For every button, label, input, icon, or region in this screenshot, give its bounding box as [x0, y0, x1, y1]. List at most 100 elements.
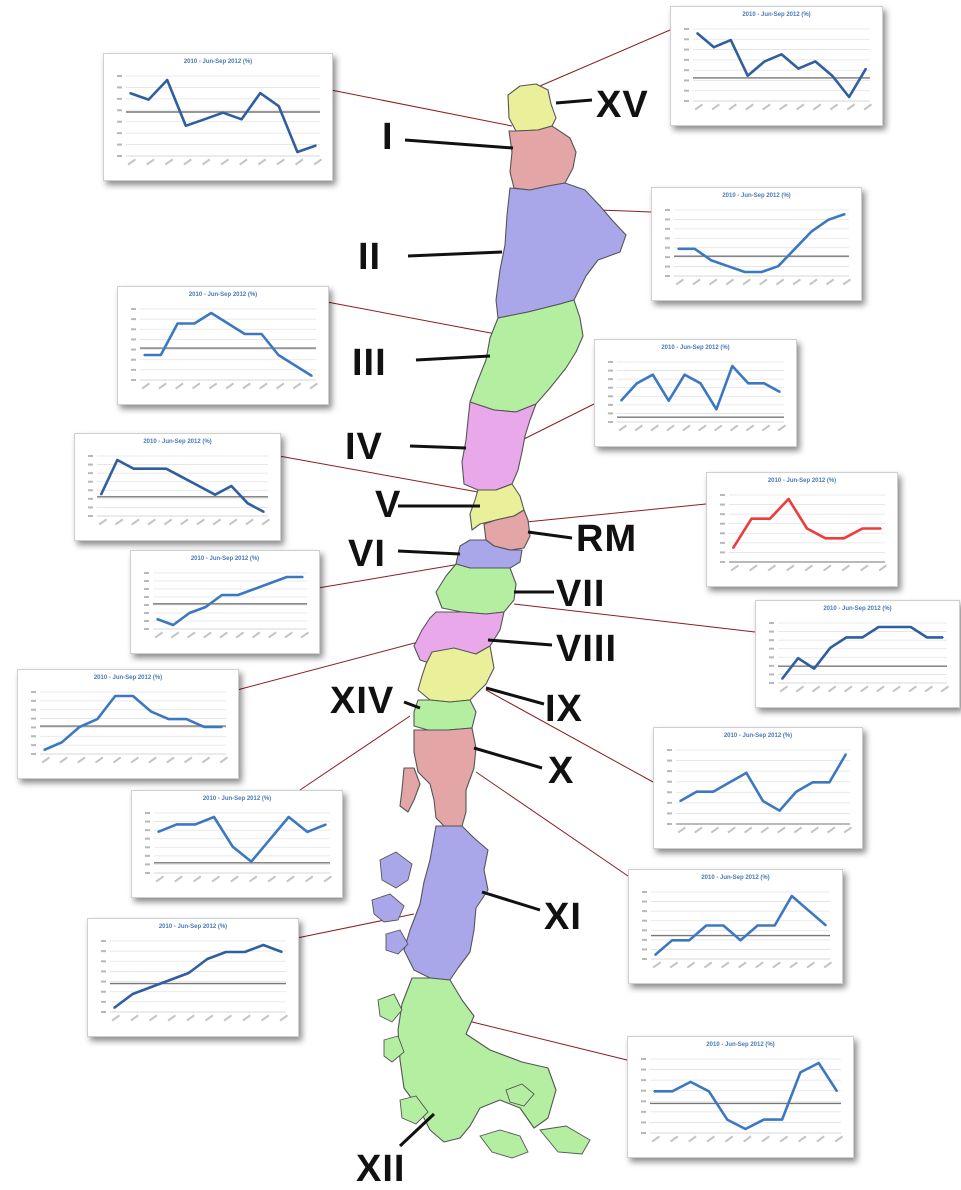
- data-point: [763, 60, 766, 63]
- data-point: [794, 248, 796, 250]
- y-tick-label: [31, 691, 36, 693]
- data-point: [677, 248, 679, 250]
- x-tick-label: [130, 756, 140, 764]
- y-tick-label: [665, 218, 670, 221]
- x-tick-label: [154, 631, 164, 639]
- y-tick-label: [641, 1068, 646, 1071]
- x-tick-label: [842, 278, 852, 286]
- y-tick-label: [145, 872, 150, 874]
- x-tick-label: [675, 278, 685, 286]
- data-point: [222, 111, 224, 114]
- x-tick-label: [940, 685, 950, 693]
- data-point: [760, 271, 763, 273]
- data-point: [269, 838, 271, 841]
- y-tick-label: [145, 854, 150, 857]
- label-pointer-0: [555, 98, 593, 105]
- y-tick-label: [608, 412, 613, 415]
- data-point: [824, 537, 827, 540]
- series-line: [144, 311, 313, 378]
- label-iv: IV: [345, 426, 383, 468]
- data-point: [797, 657, 799, 659]
- y-tick-label: [720, 561, 725, 563]
- x-tick-label: [703, 961, 713, 969]
- mini-chart-plot: [88, 455, 271, 526]
- data-point: [636, 382, 638, 385]
- y-tick-label: [641, 1110, 646, 1113]
- x-tick-label: [186, 1014, 195, 1022]
- x-tick-label: [634, 424, 643, 432]
- data-point: [812, 781, 814, 784]
- x-tick-label: [713, 424, 723, 432]
- data-point: [227, 322, 229, 325]
- label-rm: RM: [576, 518, 638, 560]
- x-tick-label: [834, 1135, 844, 1143]
- chart-connector-7: [317, 561, 473, 589]
- data-point: [712, 790, 714, 793]
- x-tick-label: [863, 103, 873, 111]
- data-point: [231, 845, 234, 848]
- y-tick-label: [667, 823, 672, 825]
- y-tick-label: [101, 1011, 106, 1013]
- x-tick-label: [114, 518, 124, 526]
- mini-chart-plot: [684, 28, 873, 111]
- region-shapes: [371, 83, 627, 1159]
- data-point: [237, 594, 239, 596]
- x-tick-label: [163, 518, 173, 526]
- data-point: [817, 1062, 820, 1064]
- x-tick-label: [777, 826, 786, 834]
- series-line: [678, 212, 846, 274]
- x-tick-label: [698, 424, 707, 432]
- x-tick-label: [248, 875, 258, 883]
- x-tick-label: [59, 756, 68, 764]
- data-point: [169, 979, 171, 981]
- chart-region-xi: 2010 - Jun-Sep 2012 (%): [87, 918, 299, 1037]
- data-point: [880, 527, 882, 530]
- data-point: [739, 939, 742, 942]
- x-tick-label: [201, 158, 211, 166]
- y-tick-label: [641, 1079, 646, 1082]
- y-tick-label: [665, 227, 670, 230]
- x-tick-label: [286, 875, 295, 883]
- y-tick-label: [665, 237, 670, 240]
- data-point: [287, 816, 290, 818]
- data-point: [744, 1128, 747, 1130]
- label-vii: VII: [556, 573, 606, 615]
- x-tick-label: [816, 1135, 825, 1143]
- label-pointer-lines: [397, 98, 593, 1148]
- y-tick-label: [144, 580, 149, 582]
- y-tick-label: [145, 829, 150, 832]
- y-tick-label: [684, 48, 689, 51]
- chart-region-x: 2010 - Jun-Sep 2012 (%): [628, 869, 843, 984]
- y-tick-label: [641, 1132, 646, 1134]
- x-tick-label: [924, 685, 933, 693]
- data-point: [294, 364, 296, 367]
- x-tick-label: [294, 158, 304, 166]
- x-tick-label: [745, 424, 755, 432]
- data-point: [149, 467, 151, 470]
- data-point: [150, 710, 152, 713]
- data-point: [131, 993, 134, 995]
- x-tick-label: [775, 278, 785, 286]
- region-ix: [417, 645, 495, 703]
- x-tick-label: [686, 961, 696, 969]
- chart-region-vi: 2010 - Jun-Sep 2012 (%): [130, 550, 320, 654]
- x-tick-label: [806, 961, 815, 969]
- y-tick-label: [144, 596, 149, 598]
- y-tick-label: [720, 503, 725, 506]
- chart-title: 2010 - Jun-Sep 2012 (%): [188, 292, 258, 298]
- y-tick-label: [667, 749, 672, 751]
- chart-title: 2010 - Jun-Sep 2012 (%): [93, 675, 163, 681]
- data-point: [166, 79, 168, 81]
- x-tick-label: [666, 424, 675, 432]
- x-tick-label: [669, 961, 679, 969]
- x-tick-label: [708, 278, 718, 286]
- data-point: [167, 718, 170, 720]
- data-point: [193, 322, 196, 325]
- x-tick-label: [908, 685, 917, 693]
- x-tick-label: [180, 518, 189, 526]
- x-tick-label: [823, 564, 832, 572]
- y-tick-label: [642, 958, 647, 960]
- x-tick-label: [239, 158, 248, 166]
- series-line: [99, 458, 265, 514]
